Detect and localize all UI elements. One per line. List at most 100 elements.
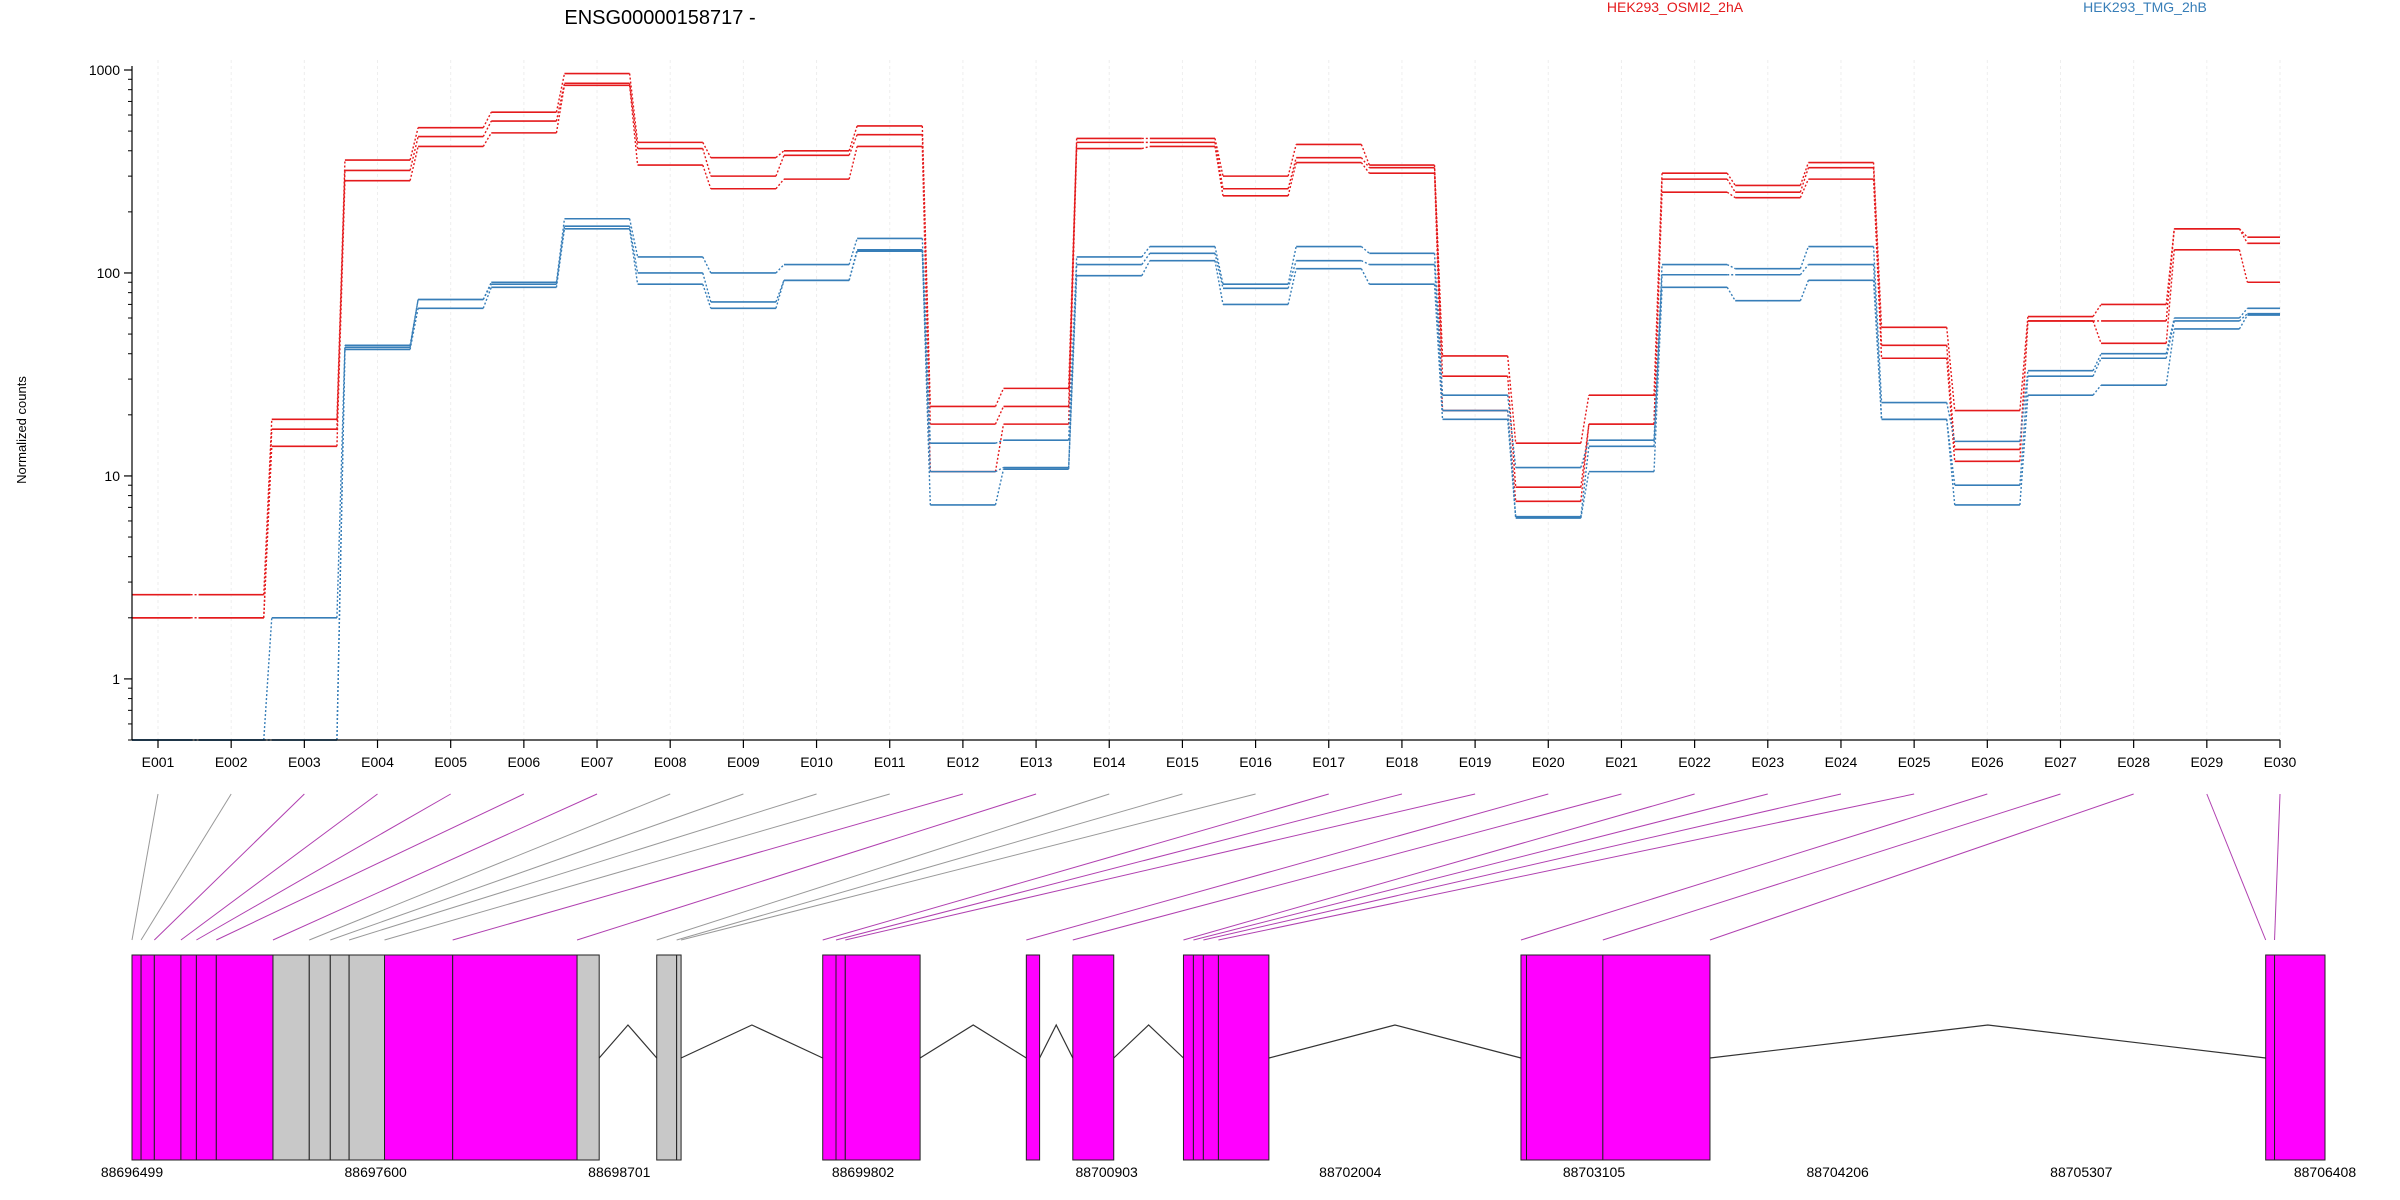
- exon-block-highlighted: [1602, 954, 1711, 1161]
- series-transition: [628, 73, 639, 143]
- series-transition: [1214, 146, 1224, 196]
- series-transition: [2165, 228, 2175, 322]
- grid-lines: [157, 60, 2281, 740]
- coordinate-label: 88698701: [588, 1164, 651, 1180]
- y-tick-label: 100: [97, 265, 121, 281]
- x-tick-label: E017: [1312, 754, 1345, 770]
- exon-block: [272, 954, 310, 1161]
- exon-link-e016: [680, 793, 1256, 941]
- coordinate-label: 88697600: [345, 1164, 408, 1180]
- exon-block-highlighted: [835, 954, 846, 1161]
- series-transition: [1653, 173, 1663, 396]
- series-transition: [1214, 253, 1224, 289]
- exon-link-e005: [196, 793, 451, 941]
- exon-block-highlighted: [195, 954, 217, 1161]
- x-tick-label: E015: [1166, 754, 1199, 770]
- exon-link-e017: [822, 793, 1329, 941]
- series-transition: [1799, 167, 1810, 193]
- series-transition: [2238, 313, 2248, 322]
- series-transition: [1361, 260, 1370, 266]
- exon-block-highlighted: [140, 954, 155, 1161]
- exon-link-e019: [845, 793, 1476, 941]
- series-transition: [1872, 179, 1883, 359]
- x-tick-label: E019: [1459, 754, 1492, 770]
- series-transition: [1067, 264, 1078, 468]
- exon-link-e021: [1072, 793, 1622, 941]
- series-transition: [1946, 402, 1956, 442]
- series-transition: [1799, 246, 1810, 269]
- intron-line: [1113, 1024, 1184, 1059]
- y-tick-label: 1000: [89, 62, 120, 78]
- exon-block-highlighted: [215, 954, 274, 1161]
- x-tick-label: E011: [874, 754, 906, 770]
- series-transition: [409, 299, 419, 348]
- series-transition: [775, 150, 785, 159]
- exon-link-e004: [180, 793, 378, 941]
- legend-entry-tmg: HEK293_TMG_2hB: [2083, 0, 2207, 15]
- series-transition: [1506, 355, 1517, 444]
- series-transition: [628, 83, 639, 149]
- coordinate-label: 88706408: [2294, 1164, 2357, 1180]
- exon-link-lines: [131, 793, 2281, 941]
- x-tick-label: E003: [288, 754, 321, 770]
- series-transition: [1726, 178, 1736, 193]
- series-transition: [555, 85, 566, 133]
- coordinate-label: 88703105: [1563, 1164, 1626, 1180]
- coordinate-label: 88705307: [2050, 1164, 2113, 1180]
- exon-block: [656, 954, 678, 1161]
- series-transition: [1726, 286, 1736, 302]
- x-tick-label: E021: [1605, 754, 1638, 770]
- series-transition: [848, 251, 858, 281]
- chart-title: ENSG00000158717 -: [564, 7, 755, 29]
- series-transition: [2092, 353, 2102, 371]
- x-tick-label: E012: [947, 754, 980, 770]
- series-transition: [775, 155, 785, 177]
- series-transition: [702, 284, 712, 309]
- series-transition: [2238, 249, 2249, 283]
- series-transition: [1360, 162, 1370, 174]
- x-tick-label: E024: [1825, 754, 1858, 770]
- series-transition: [994, 468, 1005, 506]
- series-transition: [336, 345, 346, 618]
- series-transition: [482, 132, 492, 147]
- gene-model: [131, 954, 2326, 1161]
- series-transition: [555, 228, 566, 288]
- exon-block: [676, 954, 682, 1161]
- x-tick-label: E009: [727, 754, 760, 770]
- exon-link-e026: [1520, 793, 1988, 941]
- series-transition: [409, 146, 419, 181]
- series-transition: [1946, 358, 1956, 462]
- exon-link-e018: [835, 793, 1403, 941]
- series-transition: [1433, 284, 1444, 420]
- series-transition: [482, 120, 492, 137]
- x-tick-label: E016: [1239, 754, 1272, 770]
- x-tick-label: E005: [434, 754, 467, 770]
- series-transition: [848, 146, 858, 180]
- x-tick-label: E023: [1751, 754, 1784, 770]
- exon-block-highlighted: [180, 954, 197, 1161]
- y-axis-label: Normalized counts: [14, 376, 29, 484]
- series-transition: [1214, 138, 1224, 177]
- series-transition: [702, 142, 712, 158]
- series-transition: [1141, 145, 1151, 150]
- series-1: [132, 72, 2280, 596]
- series-transition: [1799, 280, 1810, 301]
- series-transition: [628, 85, 639, 166]
- y-tick-label: 10: [104, 468, 120, 484]
- x-tick-label: E022: [1678, 754, 1711, 770]
- series-transition: [628, 228, 639, 285]
- x-tick-label: E028: [2117, 754, 2150, 770]
- series-transition: [1580, 424, 1590, 502]
- series-transition: [1506, 376, 1517, 488]
- series-transition: [1360, 268, 1370, 285]
- exon-link-e009: [330, 793, 744, 941]
- exon-block-highlighted: [1192, 954, 1204, 1161]
- series-transition: [482, 283, 492, 300]
- series-transition: [1726, 191, 1736, 199]
- x-tick-label: E002: [215, 754, 248, 770]
- x-tick-label: E030: [2264, 754, 2297, 770]
- coordinate-label: 88696499: [101, 1164, 164, 1180]
- series-transition: [336, 170, 346, 430]
- series-transition: [555, 83, 566, 122]
- intron-line: [598, 1024, 658, 1059]
